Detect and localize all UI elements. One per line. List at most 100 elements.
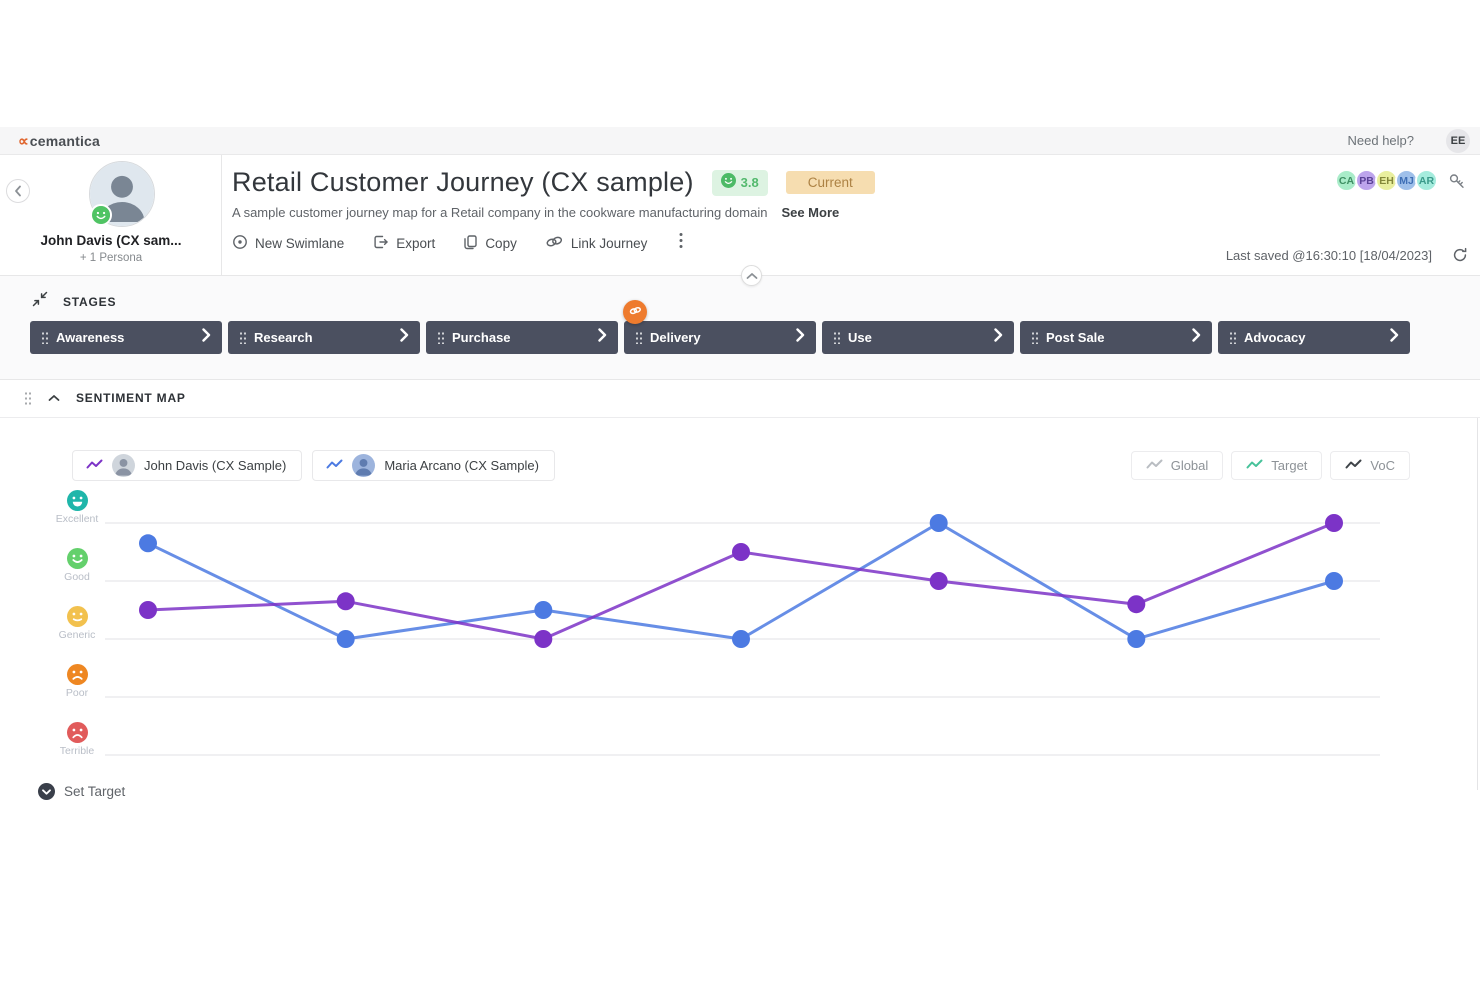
stage-label: Purchase <box>452 330 511 345</box>
sentiment-section-label: SENTIMENT MAP <box>76 391 186 405</box>
y-axis-label: Terrible <box>59 745 95 757</box>
access-key-icon[interactable] <box>1448 172 1466 190</box>
legend-label: John Davis (CX Sample) <box>144 458 287 473</box>
link-icon <box>545 234 564 252</box>
collaborator-avatar-ar[interactable]: AR <box>1415 169 1438 192</box>
linked-journey-badge[interactable] <box>623 300 647 324</box>
collaborator-avatar-pb[interactable]: PB <box>1355 169 1378 192</box>
drag-handle-icon[interactable] <box>41 331 48 344</box>
stage-label: Advocacy <box>1244 330 1306 345</box>
y-axis-label: Generic <box>58 629 96 641</box>
drag-handle-icon[interactable] <box>1031 331 1038 344</box>
drag-handle-icon[interactable] <box>437 331 444 344</box>
toolbar-label: Copy <box>485 235 517 251</box>
poor-face-icon <box>42 664 112 685</box>
smiley-icon <box>720 172 736 193</box>
data-point-john-davis-cx-sample-advocacy[interactable] <box>1325 514 1343 532</box>
legend-john-davis-cx-sample[interactable]: John Davis (CX Sample) <box>72 450 303 481</box>
chevron-right-icon <box>202 328 211 347</box>
filter-global-button[interactable]: Global <box>1130 451 1224 480</box>
legend-maria-arcano-cx-sample[interactable]: Maria Arcano (CX Sample) <box>312 450 555 481</box>
data-point-maria-arcano-cx-sample-post-sale[interactable] <box>1127 630 1146 648</box>
sentiment-chart[interactable] <box>0 480 1480 800</box>
excellent-face-icon <box>42 490 112 511</box>
toolbar-more-button[interactable] <box>675 232 687 254</box>
stage-label: Use <box>848 330 872 345</box>
link-icon <box>629 303 642 321</box>
data-point-john-davis-cx-sample-delivery[interactable] <box>732 543 750 561</box>
data-point-john-davis-cx-sample-post-sale[interactable] <box>1127 595 1146 614</box>
toolbar-link-journey-button[interactable]: Link Journey <box>545 234 647 252</box>
data-point-maria-arcano-cx-sample-use[interactable] <box>929 514 948 532</box>
stage-label: Research <box>254 330 313 345</box>
data-point-john-davis-cx-sample-research[interactable] <box>336 592 355 611</box>
y-axis-poor: Poor <box>42 664 112 699</box>
toolbar-new-swimlane-button[interactable]: New Swimlane <box>232 234 344 253</box>
drag-handle-icon[interactable] <box>239 331 246 344</box>
stage-label: Delivery <box>650 330 701 345</box>
data-point-john-davis-cx-sample-awareness[interactable] <box>139 601 157 619</box>
stage-awareness[interactable]: Awareness <box>30 321 222 354</box>
kebab-icon <box>679 232 683 254</box>
sentiment-rating-badge[interactable]: 3.8 <box>711 169 768 196</box>
need-help-link[interactable]: Need help? <box>1347 133 1415 148</box>
stage-delivery[interactable]: Delivery <box>623 300 816 354</box>
stage-label: Post Sale <box>1046 330 1105 345</box>
toolbar-copy-button[interactable]: Copy <box>463 234 517 253</box>
status-badge[interactable]: Current <box>785 171 875 194</box>
avatar <box>112 454 135 477</box>
drag-handle-icon[interactable] <box>635 331 642 344</box>
data-point-john-davis-cx-sample-use[interactable] <box>929 572 948 590</box>
see-more-link[interactable]: See More <box>781 205 840 220</box>
sentiment-legend: John Davis (CX Sample) Maria Arcano (CX S… <box>72 450 555 481</box>
filter-voc-button[interactable]: VoC <box>1330 451 1410 480</box>
toolbar-label: New Swimlane <box>255 235 345 251</box>
drag-handle-icon[interactable] <box>24 391 32 405</box>
filter-label: Global <box>1170 458 1209 473</box>
header-collapse-button[interactable] <box>741 265 762 286</box>
sentiment-section: SENTIMENT MAP John Davis (CX Sample) Mari… <box>0 380 1480 830</box>
data-point-maria-arcano-cx-sample-purchase[interactable] <box>534 601 553 619</box>
persona-panel: John Davis (CX sam... + 1 Persona <box>0 155 222 275</box>
data-point-maria-arcano-cx-sample-delivery[interactable] <box>732 630 750 648</box>
collaborators-row: CA PB EH MJ AR <box>1335 169 1466 192</box>
stage-purchase[interactable]: Purchase <box>426 321 618 354</box>
y-axis-label: Excellent <box>55 513 99 525</box>
data-point-maria-arcano-cx-sample-advocacy[interactable] <box>1325 572 1343 590</box>
brand-logo[interactable]: ∝ cemantica <box>18 132 100 150</box>
user-avatar[interactable]: EE <box>1446 128 1470 153</box>
drag-handle-icon[interactable] <box>1229 331 1236 344</box>
data-point-maria-arcano-cx-sample-awareness[interactable] <box>139 534 157 553</box>
y-axis-excellent: Excellent <box>42 490 112 525</box>
persona-name[interactable]: John Davis (CX sam... <box>40 233 182 248</box>
filter-target-button[interactable]: Target <box>1231 451 1323 480</box>
terrible-face-icon <box>42 722 112 743</box>
divider <box>0 417 1480 418</box>
y-axis-good: Good <box>42 548 112 583</box>
collapse-stages-icon[interactable] <box>32 291 48 312</box>
collapse-sentiment-icon[interactable] <box>48 389 60 407</box>
data-point-john-davis-cx-sample-purchase[interactable] <box>534 630 553 648</box>
toolbar-export-button[interactable]: Export <box>372 234 435 253</box>
copy-icon <box>463 234 478 253</box>
data-point-maria-arcano-cx-sample-research[interactable] <box>336 630 355 648</box>
avatar <box>352 454 376 477</box>
persona-count[interactable]: + 1 Persona <box>79 252 143 264</box>
stage-post-sale[interactable]: Post Sale <box>1020 321 1212 354</box>
line-series-icon <box>1146 458 1163 473</box>
sentiment-filters: Global Target VoC <box>1130 451 1410 480</box>
line-series-icon <box>86 457 103 475</box>
refresh-icon[interactable] <box>1452 247 1468 263</box>
title-block: Retail Customer Journey (CX sample) 3.8 … <box>232 155 1220 276</box>
stage-use[interactable]: Use <box>822 321 1014 354</box>
stage-advocacy[interactable]: Advocacy <box>1218 321 1410 354</box>
stage-research[interactable]: Research <box>228 321 420 354</box>
drag-handle-icon[interactable] <box>833 331 840 344</box>
chevron-right-icon <box>400 328 409 347</box>
set-target-button[interactable]: Set Target <box>38 783 125 800</box>
last-saved-row: Last saved @16:30:10 [18/04/2023] <box>1226 247 1468 263</box>
chevron-right-icon <box>796 328 805 347</box>
collaborator-avatar-mj[interactable]: MJ <box>1395 169 1418 192</box>
stage-row: Awareness Research Purchase Delivery Use Post… <box>30 300 1416 354</box>
collapse-left-button[interactable] <box>6 179 30 203</box>
